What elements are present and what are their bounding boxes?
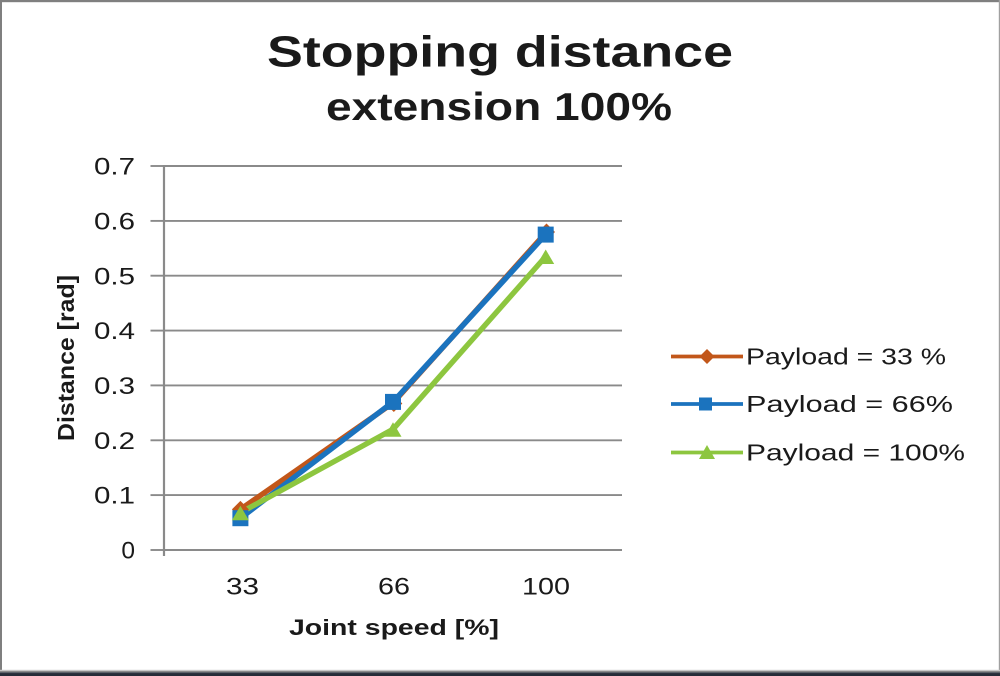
svg-text:Joint speed [%]: Joint speed [%] [289,615,499,640]
svg-text:100: 100 [522,574,570,601]
svg-text:0.5: 0.5 [94,263,135,290]
svg-text:0.7: 0.7 [94,154,135,181]
svg-text:33: 33 [226,574,259,601]
svg-text:Payload = 33 %: Payload = 33 % [746,344,946,370]
svg-text:0.4: 0.4 [94,318,135,345]
svg-text:Payload = 66%: Payload = 66% [746,391,953,417]
svg-text:Stopping distance: Stopping distance [267,28,733,77]
svg-text:Payload = 100%: Payload = 100% [746,440,965,466]
svg-text:0.2: 0.2 [94,428,135,455]
svg-text:0.1: 0.1 [94,483,135,510]
svg-text:0: 0 [121,538,135,565]
svg-text:66: 66 [378,574,410,601]
svg-text:0.3: 0.3 [94,373,135,400]
svg-text:extension 100%: extension 100% [326,86,672,129]
svg-text:0.6: 0.6 [94,209,135,236]
svg-text:Distance [rad]: Distance [rad] [53,275,79,441]
